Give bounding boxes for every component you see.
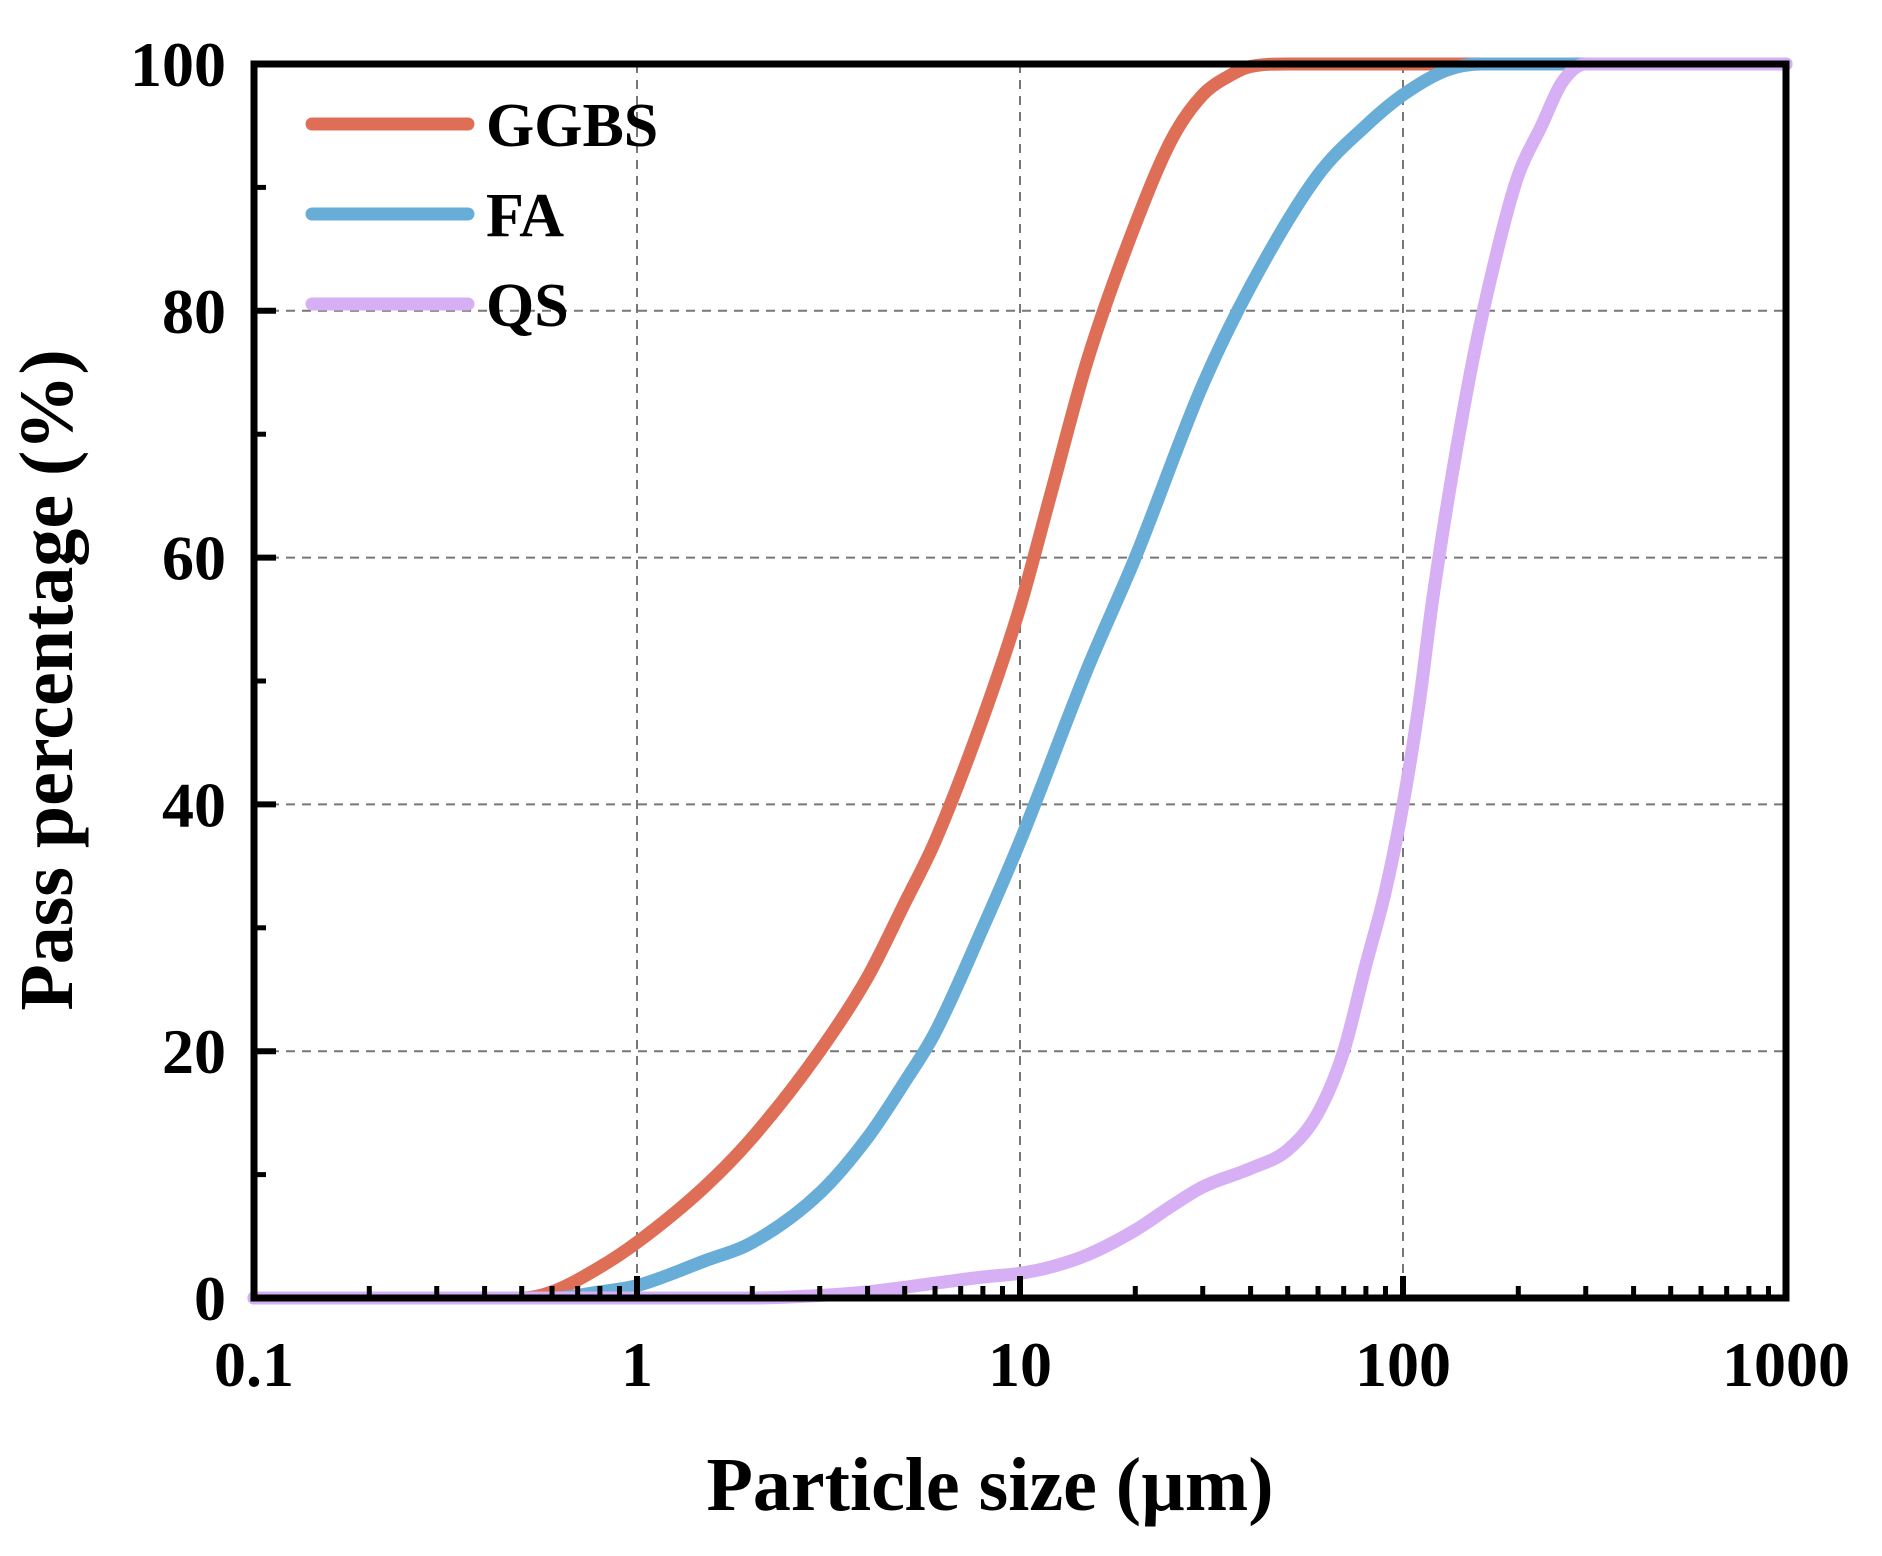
y-tick-label: 100 <box>130 29 226 100</box>
x-tick-label: 1000 <box>1722 1329 1850 1400</box>
legend: GGBS FA QS <box>305 92 658 340</box>
grid-lines <box>254 64 1786 1298</box>
y-tick-label: 80 <box>162 276 226 347</box>
axis-ticks <box>251 61 1789 1301</box>
y-tick-label: 40 <box>162 769 226 840</box>
y-tick-label: 0 <box>194 1263 226 1334</box>
x-axis-title: Particle size (µm) <box>706 1443 1273 1527</box>
y-tick-label: 20 <box>162 1016 226 1087</box>
series-line-qs <box>247 57 1793 1305</box>
series-line-fa <box>247 57 1793 1305</box>
y-tick-label: 60 <box>162 523 226 594</box>
legend-label-qs: QS <box>486 272 569 340</box>
legend-label-fa: FA <box>486 182 564 250</box>
x-tick-label: 10 <box>988 1329 1052 1400</box>
x-tick-label: 0.1 <box>214 1329 294 1400</box>
x-tick-label: 1 <box>621 1329 653 1400</box>
legend-label-ggbs: GGBS <box>486 92 658 160</box>
x-tick-label: 100 <box>1355 1329 1451 1400</box>
y-axis-title: Pass percentage (%) <box>5 349 89 1010</box>
tick-labels: 0.1 1 10 100 1000 0 20 40 60 80 100 <box>130 29 1850 1400</box>
